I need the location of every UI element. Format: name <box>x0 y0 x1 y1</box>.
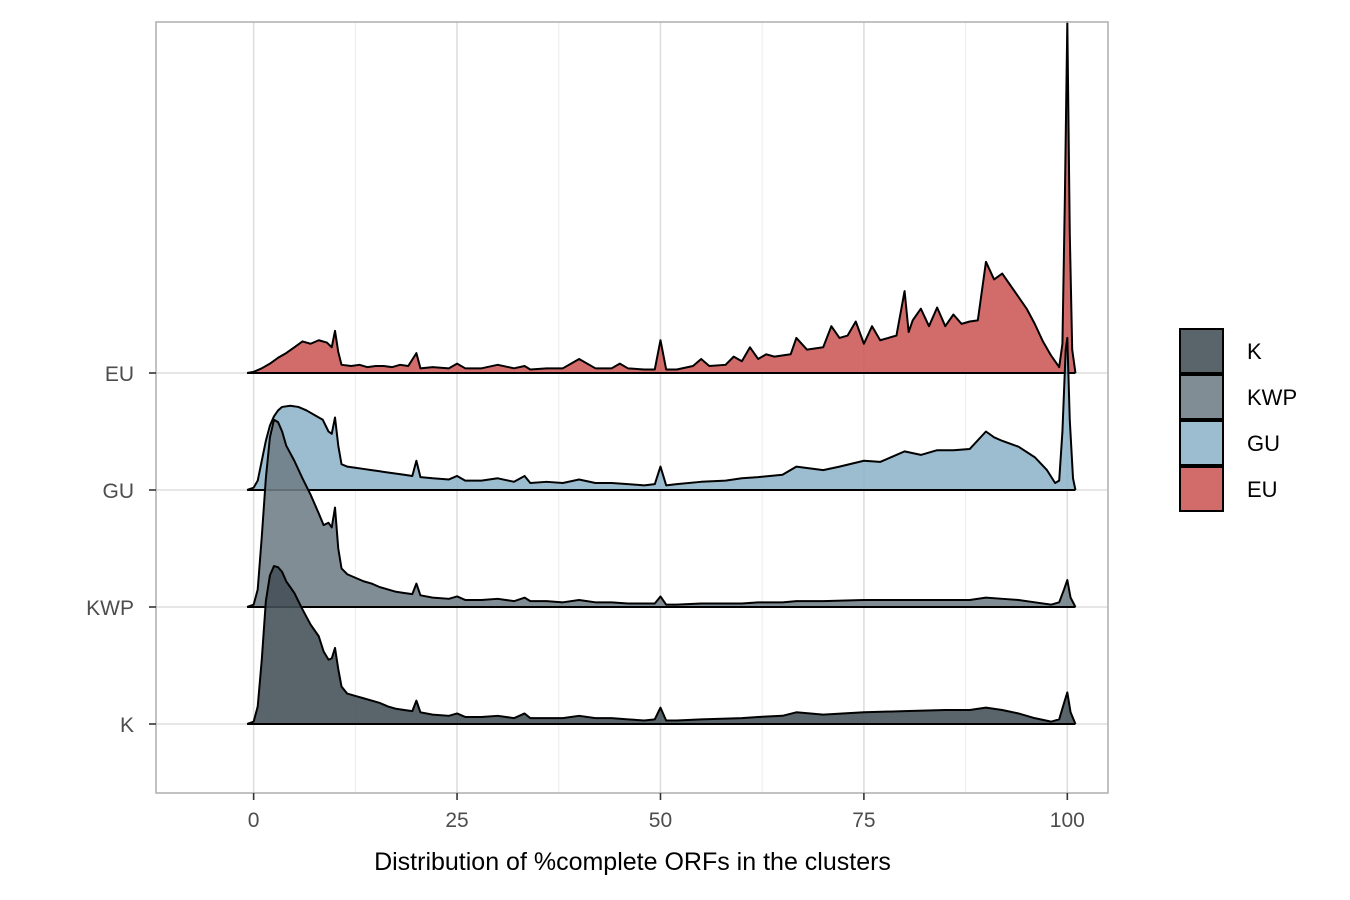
legend-label-k: K <box>1247 339 1262 364</box>
ridge-kwp <box>246 418 1077 608</box>
ridge-eu <box>246 21 1077 374</box>
x-tick-label: 75 <box>852 809 875 832</box>
x-tick-label: 100 <box>1050 809 1085 832</box>
ridge-outline-gu <box>246 336 1077 491</box>
legend-label-kwp: KWP <box>1247 385 1297 410</box>
ridge-gu <box>246 336 1077 491</box>
ridge-area-gu <box>247 337 1076 490</box>
axes: 0 25 50 75 100 K KWP GU EU <box>86 363 1085 832</box>
y-tick-label: EU <box>105 363 134 386</box>
x-tick-label: 50 <box>649 809 672 832</box>
y-tick-label: KWP <box>86 597 134 620</box>
ridge-area-eu <box>247 22 1076 373</box>
ridge-k <box>246 565 1077 725</box>
ridge-area-k <box>247 566 1076 724</box>
legend-key-kwp <box>1179 374 1224 420</box>
legend-label-gu: GU <box>1247 431 1280 456</box>
legend-label-eu: EU <box>1247 477 1278 502</box>
y-tick-label: GU <box>103 480 135 503</box>
x-tick-label: 0 <box>248 809 260 832</box>
legend-key-gu <box>1179 420 1224 466</box>
x-axis-title: Distribution of %complete ORFs in the cl… <box>374 848 891 876</box>
y-tick-label: K <box>120 714 134 737</box>
legend-key-k <box>1179 328 1224 374</box>
panel-border <box>155 21 1109 794</box>
ridge-outline-eu <box>246 21 1077 374</box>
legend: K KWP GU EU <box>1179 328 1297 512</box>
ridge-area-kwp <box>247 419 1076 607</box>
legend-key-eu <box>1179 466 1224 512</box>
ridge-outline-k <box>246 565 1077 725</box>
x-tick-label: 25 <box>445 809 468 832</box>
ridge-outline-kwp <box>246 418 1077 608</box>
density-ridges <box>246 21 1077 725</box>
